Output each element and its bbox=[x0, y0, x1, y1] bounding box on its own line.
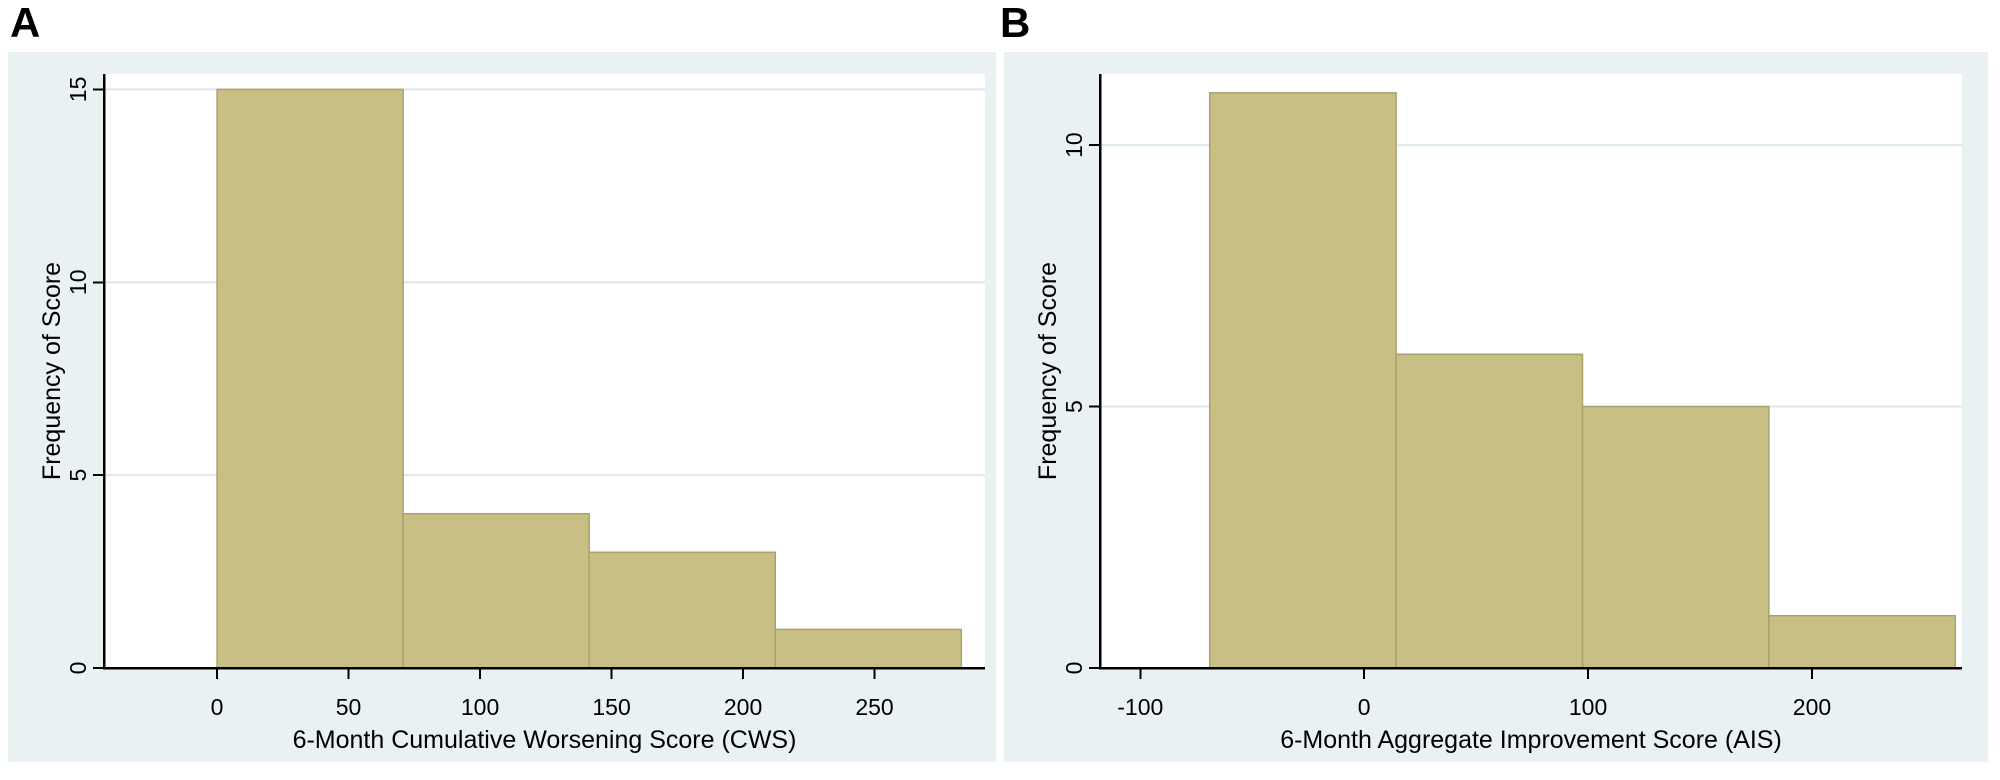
histogram-bar bbox=[1208, 92, 1397, 669]
histogram-bar bbox=[1768, 614, 1957, 669]
y-tick-label: 0 bbox=[1061, 662, 1087, 675]
y-tick-label: 0 bbox=[65, 662, 91, 675]
x-tick-label: 250 bbox=[855, 694, 893, 720]
x-tick-label: 0 bbox=[1358, 694, 1371, 720]
y-tick-label: 5 bbox=[65, 469, 91, 482]
y-tick-label: 10 bbox=[65, 269, 91, 295]
x-tick-label: 200 bbox=[724, 694, 762, 720]
panel-letter-a: A bbox=[10, 0, 41, 46]
y-tick-label: 10 bbox=[1061, 132, 1087, 158]
histogram-bar bbox=[774, 628, 963, 669]
x-tick-label: 150 bbox=[592, 694, 630, 720]
histogram-bar bbox=[588, 551, 777, 669]
y-axis-title: Frequency of Score bbox=[38, 262, 66, 480]
histogram-bar bbox=[216, 88, 404, 669]
histogram-bar bbox=[1581, 405, 1770, 669]
x-tick-label: 100 bbox=[1569, 694, 1607, 720]
x-axis-title: 6-Month Cumulative Worsening Score (CWS) bbox=[293, 726, 797, 754]
y-tick-label: 5 bbox=[1061, 400, 1087, 413]
x-tick-label: 200 bbox=[1793, 694, 1831, 720]
y-tick-label: 15 bbox=[65, 77, 91, 103]
x-tick-label: 0 bbox=[211, 694, 224, 720]
histogram-bar bbox=[402, 512, 590, 669]
panel-b: 0 5 10 -100 0 100 200 6-Month Aggregate Improve… bbox=[1004, 52, 1988, 762]
panel-a: 0 5 10 15 0 50 100 150 200 250 6-Month Cumulative … bbox=[8, 52, 996, 762]
x-axis-title: 6-Month Aggregate Improvement Score (AIS… bbox=[1280, 726, 1782, 754]
panel-letter-b: B bbox=[1000, 0, 1031, 46]
histogram-bar bbox=[1395, 353, 1584, 669]
x-tick-label: -100 bbox=[1117, 694, 1163, 720]
x-tick-label: 50 bbox=[336, 694, 362, 720]
chart-b-histogram: 0 5 10 -100 0 100 200 6-Month Aggregate Improve… bbox=[1034, 74, 1962, 754]
x-tick-label: 100 bbox=[461, 694, 499, 720]
y-axis-title: Frequency of Score bbox=[1034, 262, 1062, 480]
